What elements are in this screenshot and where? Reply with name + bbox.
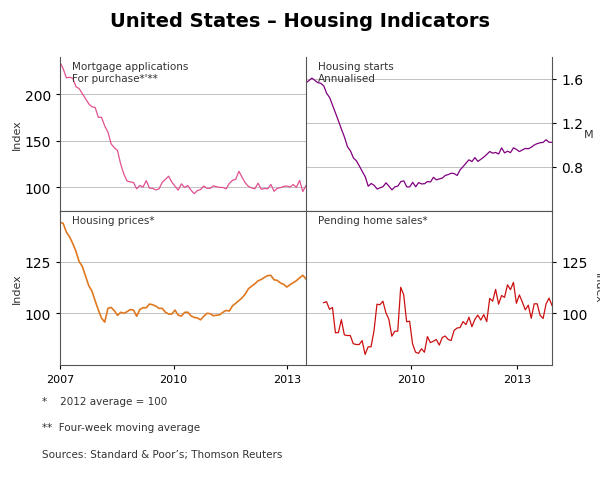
Text: Pending home sales*: Pending home sales* [319, 216, 428, 226]
Text: Housing prices*: Housing prices* [73, 216, 155, 226]
Text: United States – Housing Indicators: United States – Housing Indicators [110, 12, 490, 31]
Y-axis label: Index: Index [12, 119, 22, 150]
Text: Mortgage applications
For purchase*'**: Mortgage applications For purchase*'** [73, 62, 188, 84]
Text: Housing starts
Annualised: Housing starts Annualised [319, 62, 394, 84]
Y-axis label: M: M [584, 130, 593, 139]
Text: **  Four-week moving average: ** Four-week moving average [42, 422, 200, 432]
Y-axis label: Index: Index [12, 273, 22, 303]
Text: Sources: Standard & Poor’s; Thomson Reuters: Sources: Standard & Poor’s; Thomson Reut… [42, 449, 283, 459]
Text: *    2012 average = 100: * 2012 average = 100 [42, 396, 167, 406]
Y-axis label: Index: Index [593, 273, 600, 303]
